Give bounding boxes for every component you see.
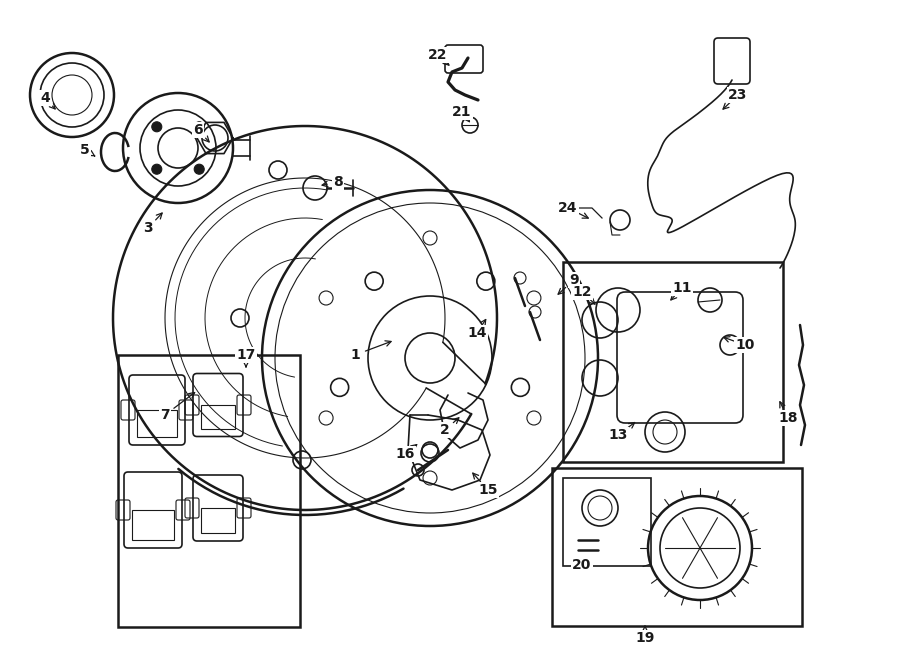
Text: 1: 1 [350, 348, 360, 362]
Text: 23: 23 [728, 88, 748, 102]
Circle shape [194, 122, 204, 132]
Bar [118, 355, 300, 627]
Text: 4: 4 [40, 91, 50, 105]
Text: 10: 10 [735, 338, 755, 352]
Text: 18: 18 [778, 411, 797, 425]
Text: 2: 2 [440, 423, 450, 437]
Bar [552, 468, 802, 626]
Bar [201, 405, 235, 428]
Text: 7: 7 [160, 408, 170, 422]
Bar [137, 410, 177, 437]
Text: 11: 11 [672, 281, 692, 295]
Text: 24: 24 [558, 201, 578, 215]
Text: 19: 19 [635, 631, 654, 645]
Text: 8: 8 [333, 175, 343, 189]
Text: 3: 3 [143, 221, 153, 235]
Text: 22: 22 [428, 48, 448, 62]
Text: 21: 21 [452, 105, 472, 119]
Bar [563, 478, 651, 566]
Text: 6: 6 [194, 123, 202, 137]
Circle shape [152, 164, 162, 175]
Bar [201, 508, 235, 533]
Text: 16: 16 [395, 447, 415, 461]
Bar [563, 262, 783, 462]
Circle shape [152, 122, 162, 132]
Circle shape [194, 164, 204, 175]
Text: 20: 20 [572, 558, 591, 572]
Text: 15: 15 [478, 483, 498, 497]
Text: 5: 5 [80, 143, 90, 157]
Text: 9: 9 [569, 273, 579, 287]
Bar [132, 510, 174, 540]
Text: 13: 13 [608, 428, 627, 442]
Text: 12: 12 [572, 285, 592, 299]
Text: 17: 17 [237, 348, 256, 362]
Text: 14: 14 [467, 326, 487, 340]
